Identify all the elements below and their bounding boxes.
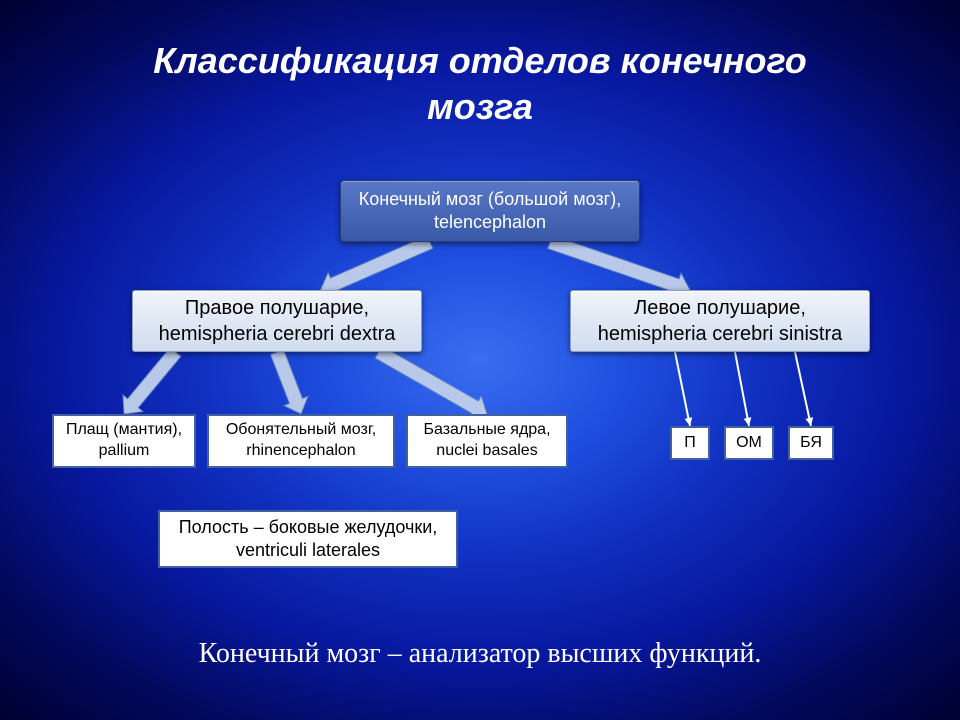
node-pallium-line2: pallium (99, 441, 150, 462)
node-ventriculi: Полость – боковые желудочки, ventriculi … (158, 510, 458, 568)
node-basales-line2: nuclei basales (436, 441, 537, 462)
node-bya-text: БЯ (800, 433, 822, 454)
line-arrow (735, 352, 749, 426)
node-right-hemi-line2: hemispheria cerebri dextra (159, 321, 396, 347)
line-arrow (795, 352, 811, 426)
node-ventriculi-line1: Полость – боковые желудочки, (179, 516, 438, 539)
node-om-abbrev: ОМ (724, 426, 774, 460)
node-pallium-line1: Плащ (мантия), (66, 420, 182, 441)
footer-text: Конечный мозг – анализатор высших функци… (199, 638, 762, 669)
title-line2: мозга (427, 86, 533, 127)
block-arrow (265, 347, 313, 418)
node-left-hemi-line2: hemispheria cerebri sinistra (598, 321, 843, 347)
node-rhinencephalon: Обонятельный мозг, rhinencephalon (207, 414, 395, 468)
line-arrow-head (805, 417, 813, 426)
slide-title: Классификация отделов конечного мозга (0, 38, 960, 130)
node-p-abbrev: П (670, 426, 710, 460)
block-arrow (114, 344, 186, 423)
node-rhinen-line2: rhinencephalon (246, 441, 355, 462)
node-left-hemi-line1: Левое полушарие, (634, 295, 806, 321)
node-p-text: П (684, 433, 696, 454)
title-line1: Классификация отделов конечного (153, 40, 807, 81)
node-root-line1: Конечный мозг (большой мозг), (359, 188, 621, 211)
node-om-text: ОМ (736, 433, 762, 454)
node-rhinen-line1: Обонятельный мозг, (226, 420, 376, 441)
node-right-hemi-line1: Правое полушарие, (185, 295, 369, 321)
line-arrow (675, 352, 690, 426)
node-ventriculi-line2: ventriculi laterales (236, 539, 380, 562)
node-pallium: Плащ (мантия), pallium (52, 414, 196, 468)
node-basales-line1: Базальные ядра, (423, 420, 550, 441)
node-nuclei-basales: Базальные ядра, nuclei basales (406, 414, 568, 468)
node-bya-abbrev: БЯ (788, 426, 834, 460)
node-root: Конечный мозг (большой мозг), telencepha… (340, 180, 640, 242)
block-arrow (372, 341, 493, 426)
line-arrow-head (685, 417, 693, 426)
line-arrow-head (744, 417, 752, 426)
node-left-hemisphere: Левое полушарие, hemispheria cerebri sin… (570, 290, 870, 352)
node-root-line2: telencephalon (434, 211, 546, 234)
node-right-hemisphere: Правое полушарие, hemispheria cerebri de… (132, 290, 422, 352)
footer-caption: Конечный мозг – анализатор высших функци… (0, 638, 960, 670)
